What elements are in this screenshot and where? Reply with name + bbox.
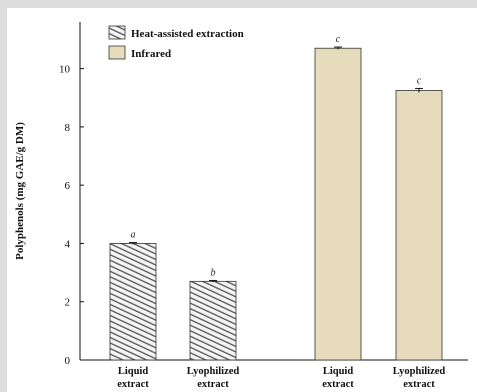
x-tick-label: Liquid (323, 366, 354, 377)
bar (109, 243, 157, 361)
legend-label: Heat-assisted extraction (131, 28, 244, 40)
bars: a Liquid extract b Lyophilized extract c Liquid… (109, 34, 446, 390)
legend-swatch (108, 45, 126, 60)
x-tick-label: Liquid (118, 366, 149, 377)
significance-label: b (211, 267, 216, 278)
y-tick-label: 6 (65, 180, 71, 192)
y-tick-label: 2 (65, 297, 71, 309)
significance-label: c (336, 34, 341, 45)
x-tick-label: extract (117, 379, 149, 390)
legend-swatch (108, 25, 126, 40)
y-tick-label: 10 (59, 64, 71, 76)
frame-border-left (0, 0, 7, 392)
frame-border-top (0, 0, 477, 8)
x-tick-label: extract (322, 379, 354, 390)
y-tick-label: 0 (65, 355, 71, 367)
bar (189, 280, 237, 361)
x-tick-label: Lyophilized (393, 366, 446, 377)
significance-label: a (131, 230, 136, 241)
x-tick-label: Lyophilized (187, 366, 240, 377)
y-tick-label: 4 (65, 238, 71, 250)
y-axis-label: Polyphenols (mg GAE/g DM) (14, 122, 26, 260)
x-tick-label: extract (197, 379, 229, 390)
y-tick-label: 8 (65, 122, 71, 134)
bar (395, 90, 443, 361)
x-tick-label: extract (403, 379, 435, 390)
legend: Heat-assisted extraction Infrared (108, 25, 244, 60)
bar (314, 47, 362, 361)
legend-label: Infrared (131, 48, 171, 60)
significance-label: c (417, 75, 422, 86)
